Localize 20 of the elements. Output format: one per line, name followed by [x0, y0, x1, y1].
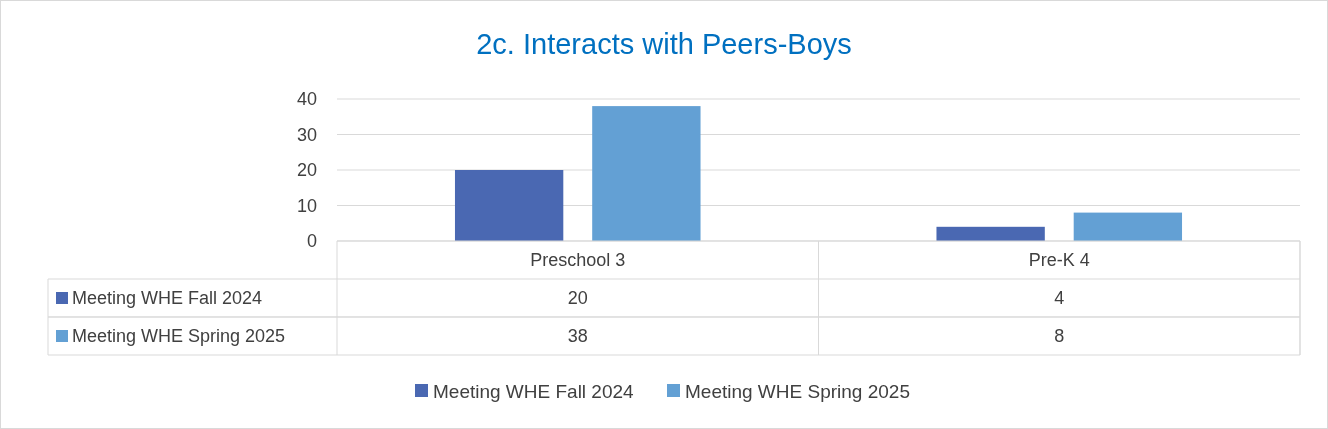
- data-label: 20: [567, 288, 588, 309]
- chart-title: 2c. Interacts with Peers-Boys: [476, 28, 852, 60]
- data-label: 38: [567, 326, 588, 347]
- text: Meeting WHE Spring 2025: [72, 326, 286, 347]
- data-label: 8: [1054, 326, 1065, 347]
- x-tick-label: Preschool 3: [530, 250, 626, 271]
- y-tick-label: 30: [296, 124, 317, 145]
- legend-label: Meeting WHE Spring 2025: [685, 380, 910, 402]
- bar: [936, 226, 1045, 241]
- y-tick-label: 10: [296, 195, 317, 216]
- y-tick-label: 0: [306, 231, 317, 252]
- legend-label: Meeting WHE Fall 2024: [433, 380, 635, 402]
- x-tick-label: Pre-K 4: [1028, 250, 1090, 271]
- y-tick-label: 20: [296, 160, 317, 181]
- text: Meeting WHE Fall 2024: [72, 288, 263, 309]
- bar: [592, 106, 701, 241]
- bar: [454, 170, 564, 241]
- bar: [1073, 212, 1183, 241]
- y-tick-label: 40: [296, 89, 317, 110]
- data-label: 4: [1054, 288, 1065, 309]
